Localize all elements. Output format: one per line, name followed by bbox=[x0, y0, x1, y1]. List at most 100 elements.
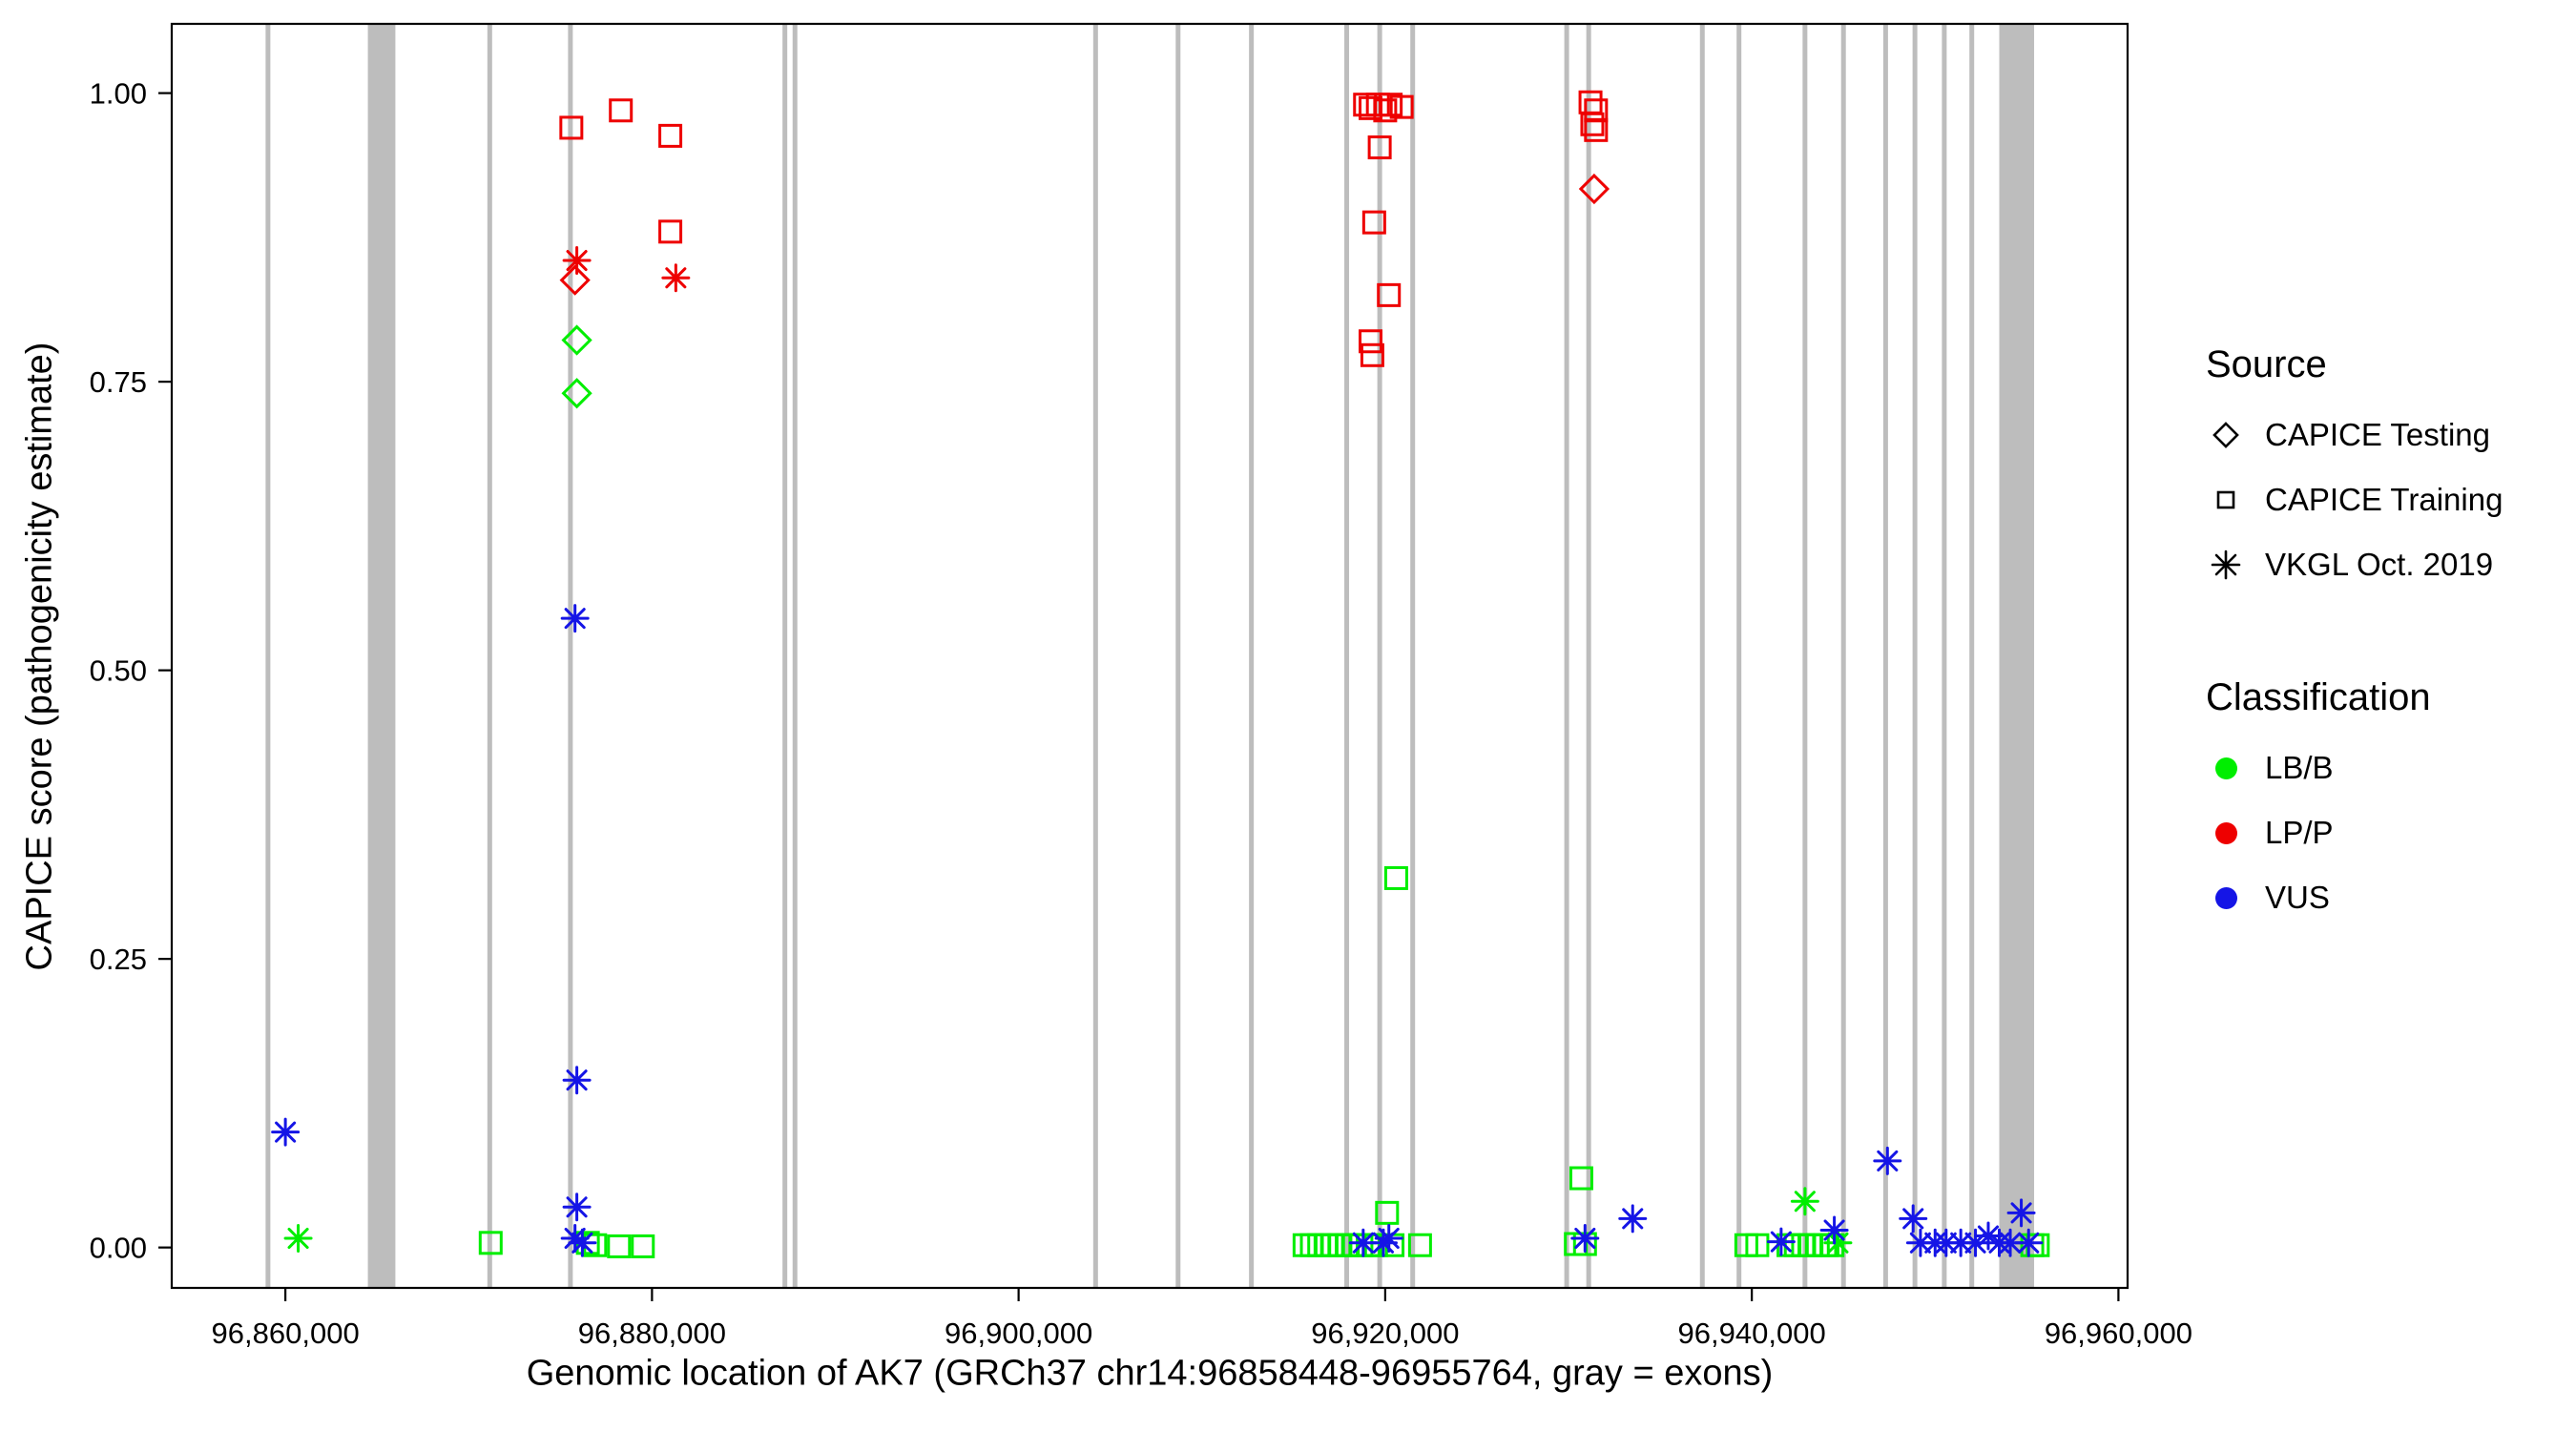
data-point bbox=[1319, 1233, 1344, 1257]
panel-border bbox=[170, 22, 2129, 1290]
data-point bbox=[1568, 1166, 1593, 1191]
y-tick-label: 1.00 bbox=[90, 77, 147, 111]
data-point bbox=[560, 1223, 590, 1253]
data-point bbox=[1899, 1204, 1928, 1234]
data-point bbox=[283, 1223, 313, 1253]
data-point bbox=[562, 246, 592, 276]
square-icon bbox=[2206, 480, 2246, 520]
data-point bbox=[1299, 1233, 1324, 1257]
data-point bbox=[562, 1066, 592, 1095]
data-point bbox=[658, 123, 683, 148]
x-tick-label: 96,940,000 bbox=[1678, 1317, 1826, 1350]
data-point bbox=[1996, 1228, 2025, 1257]
legend-item-label: CAPICE Training bbox=[2265, 482, 2503, 517]
exon-bar bbox=[1175, 24, 1181, 1288]
x-tick-label: 96,920,000 bbox=[1311, 1317, 1459, 1350]
data-point bbox=[1618, 1204, 1648, 1234]
data-point bbox=[1360, 342, 1384, 367]
exon-bar bbox=[782, 24, 788, 1288]
legend-item-label: VUS bbox=[2265, 880, 2330, 915]
data-point bbox=[1873, 1146, 1902, 1175]
exon-bar bbox=[1410, 24, 1416, 1288]
data-point bbox=[1745, 1233, 1770, 1257]
x-tick-label: 96,880,000 bbox=[578, 1317, 726, 1350]
exon-bar bbox=[1092, 24, 1098, 1288]
data-point bbox=[271, 1117, 301, 1147]
legend-item-label: LP/P bbox=[2265, 815, 2334, 850]
data-point bbox=[1578, 173, 1610, 205]
data-point bbox=[2006, 1198, 2036, 1228]
y-tick-label: 0.50 bbox=[90, 654, 147, 688]
exon-bar bbox=[568, 24, 573, 1288]
data-point bbox=[1819, 1215, 1849, 1245]
legend-item-lbb: LB/B bbox=[2206, 748, 2503, 788]
data-point bbox=[560, 604, 590, 633]
lbb-dot-icon bbox=[2206, 748, 2246, 788]
asterisk-icon bbox=[2206, 545, 2246, 585]
data-point bbox=[2014, 1228, 2044, 1257]
data-point bbox=[1314, 1233, 1339, 1257]
exon-bar bbox=[1802, 24, 1808, 1288]
data-point bbox=[631, 1234, 655, 1258]
legend-classification-title: Classification bbox=[2206, 676, 2431, 718]
data-point bbox=[561, 378, 592, 409]
data-point bbox=[1820, 1233, 1845, 1257]
legend-item-label: LB/B bbox=[2265, 750, 2334, 785]
exon-bar bbox=[1912, 24, 1918, 1288]
exon-bar bbox=[1249, 24, 1255, 1288]
exon-bar bbox=[487, 24, 492, 1288]
data-point bbox=[1375, 1200, 1400, 1225]
data-point bbox=[1383, 865, 1408, 890]
data-point bbox=[1377, 282, 1402, 307]
x-tick-label: 96,960,000 bbox=[2045, 1317, 2192, 1350]
legend-item-vus: VUS bbox=[2206, 878, 2503, 918]
exon-bar bbox=[1942, 24, 1947, 1288]
y-axis-title: CAPICE score (pathogenicity estimate) bbox=[19, 342, 60, 971]
data-point bbox=[661, 263, 691, 293]
exon-bar bbox=[1999, 24, 2035, 1288]
legend-item-capice-testing: CAPICE Testing bbox=[2206, 415, 2503, 455]
exon-bar bbox=[1377, 24, 1382, 1288]
data-point bbox=[609, 98, 634, 123]
data-point bbox=[1348, 1228, 1378, 1257]
data-point bbox=[1570, 1223, 1600, 1253]
legend-item-capice-training: CAPICE Training bbox=[2206, 480, 2503, 520]
exon-bar bbox=[1564, 24, 1569, 1288]
data-point bbox=[568, 1228, 597, 1257]
data-point bbox=[1584, 117, 1609, 142]
data-point bbox=[1361, 210, 1386, 235]
data-point bbox=[1946, 1228, 1976, 1257]
x-tick-label: 96,860,000 bbox=[212, 1317, 360, 1350]
exon-bar bbox=[1840, 24, 1846, 1288]
data-point bbox=[478, 1231, 503, 1255]
data-point bbox=[1407, 1233, 1432, 1257]
data-point bbox=[1823, 1228, 1853, 1257]
exon-bar bbox=[1344, 24, 1350, 1288]
exon-bar bbox=[792, 24, 798, 1288]
exon-bar bbox=[265, 24, 271, 1288]
data-point bbox=[607, 1234, 632, 1258]
legend-source-group: Source CAPICE Testing CAPICE Training bbox=[2206, 343, 2503, 585]
data-point bbox=[1389, 94, 1414, 119]
data-point bbox=[561, 324, 592, 356]
exon-bar bbox=[367, 24, 396, 1288]
data-point bbox=[559, 264, 591, 296]
exon-bar bbox=[1699, 24, 1705, 1288]
exon-bar bbox=[1586, 24, 1591, 1288]
data-point bbox=[1365, 93, 1390, 117]
data-point bbox=[1292, 1233, 1317, 1257]
x-tick-label: 96,900,000 bbox=[945, 1317, 1092, 1350]
legend-source-title: Source bbox=[2206, 343, 2327, 385]
data-point bbox=[1973, 1221, 2003, 1251]
legend-classification-group: Classification LB/B LP/P VUS bbox=[2206, 676, 2503, 918]
data-point bbox=[1905, 1228, 1935, 1257]
legend: Source CAPICE Testing CAPICE Training bbox=[2206, 343, 2503, 943]
data-point bbox=[1961, 1228, 1990, 1257]
legend-item-label: CAPICE Testing bbox=[2265, 417, 2490, 452]
y-tick-label: 0.00 bbox=[90, 1232, 147, 1265]
lpp-dot-icon bbox=[2206, 813, 2246, 853]
x-axis-title: Genomic location of AK7 (GRCh37 chr14:96… bbox=[526, 1353, 1774, 1394]
data-point bbox=[562, 1192, 592, 1222]
